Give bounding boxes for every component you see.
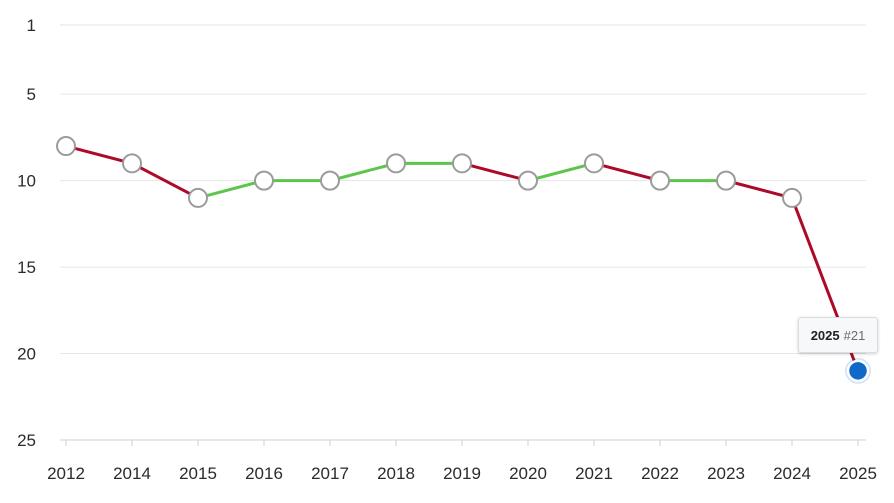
- tooltip-rank: #21: [843, 327, 866, 343]
- data-point[interactable]: [188, 187, 208, 208]
- y-tick-label: 15: [17, 258, 36, 277]
- data-point-highlighted[interactable]: [846, 359, 870, 383]
- y-tick-label: 10: [17, 172, 36, 191]
- line-segment-decline: [592, 161, 662, 183]
- tooltip-year: 2025: [810, 327, 840, 343]
- x-tick-label: 2025: [839, 464, 877, 483]
- line-segment-decline: [724, 179, 794, 200]
- data-point[interactable]: [386, 153, 406, 174]
- y-tick-label: 20: [17, 345, 36, 364]
- line-segment-decline: [460, 161, 530, 183]
- data-point[interactable]: [782, 187, 802, 208]
- x-tick-label: 2012: [47, 464, 85, 483]
- y-tick-label: 5: [27, 85, 36, 104]
- line-segment-improve: [196, 179, 266, 200]
- x-tick-label: 2018: [377, 464, 415, 483]
- x-tick-label: 2024: [773, 464, 811, 483]
- x-tick-label: 2019: [443, 464, 481, 483]
- x-tick-label: 2016: [245, 464, 283, 483]
- x-tick-label: 2014: [113, 464, 151, 483]
- y-tick-label: 25: [17, 431, 36, 450]
- y-tick-label: 1: [27, 16, 36, 35]
- line-segment-improve: [526, 161, 596, 183]
- data-point[interactable]: [254, 170, 274, 191]
- data-point[interactable]: [320, 170, 340, 191]
- data-point[interactable]: [650, 170, 670, 191]
- data-point[interactable]: [56, 136, 76, 157]
- data-point[interactable]: [122, 153, 142, 174]
- data-point[interactable]: [716, 170, 736, 191]
- x-tick-label: 2023: [707, 464, 745, 483]
- data-point[interactable]: [452, 153, 472, 174]
- x-tick-label: 2020: [509, 464, 547, 483]
- line-segment-decline: [130, 161, 200, 200]
- line-segment-decline: [64, 144, 134, 165]
- x-tick-label: 2017: [311, 464, 349, 483]
- data-point[interactable]: [518, 170, 538, 191]
- x-tick-label: 2022: [641, 464, 679, 483]
- line-segment-improve: [328, 161, 398, 183]
- x-tick-label: 2015: [179, 464, 217, 483]
- data-point[interactable]: [584, 153, 604, 174]
- data-point-tooltip: 2025 #21: [798, 317, 878, 353]
- x-tick-label: 2021: [575, 464, 613, 483]
